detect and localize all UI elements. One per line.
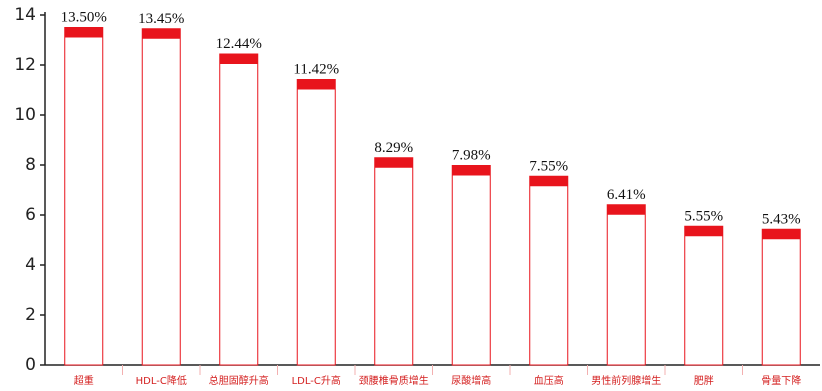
x-tick-label: 总胆固醇升高 <box>209 374 269 387</box>
x-tick-label: 血压高 <box>534 374 564 387</box>
value-label: 6.41% <box>607 187 646 203</box>
x-tick-label: 肥胖 <box>694 375 714 387</box>
bar-cap <box>452 165 491 176</box>
x-tick-label: LDL-C升高 <box>292 374 341 387</box>
bar-cap <box>684 226 723 237</box>
value-label: 13.45% <box>138 11 184 27</box>
y-tick-label: 0 <box>25 355 36 375</box>
x-tick-label: 骨量下降 <box>761 374 801 387</box>
bar <box>296 79 336 366</box>
bar-cap <box>64 27 103 38</box>
y-tick-label: 14 <box>14 5 36 25</box>
value-label: 5.55% <box>684 208 723 224</box>
bar-cap <box>142 28 181 39</box>
bar-cap <box>762 229 801 240</box>
value-label: 7.98% <box>452 148 491 164</box>
bar <box>374 157 414 366</box>
x-tick-label: 尿酸增高 <box>451 374 491 387</box>
bar <box>219 53 259 366</box>
bar <box>606 204 646 366</box>
y-tick-label: 8 <box>25 155 36 175</box>
bar <box>451 165 491 366</box>
y-tick-label: 6 <box>25 205 36 225</box>
value-label: 12.44% <box>216 36 262 52</box>
bar-cap <box>529 176 568 187</box>
x-tick-label: 超重 <box>74 374 94 387</box>
value-label: 8.29% <box>374 140 413 156</box>
bar <box>141 28 181 366</box>
x-tick-label: HDL-C降低 <box>136 374 187 387</box>
y-tick-label: 2 <box>25 305 36 325</box>
bar-cap <box>297 79 336 90</box>
y-tick-label: 4 <box>25 255 36 275</box>
x-tick-label: 颈腰椎骨质增生 <box>359 374 429 387</box>
bar-cap <box>607 204 646 215</box>
value-label: 5.43% <box>762 211 801 227</box>
value-label: 13.50% <box>61 10 107 26</box>
bar-cap <box>374 157 413 168</box>
value-label: 7.55% <box>529 158 568 174</box>
bar-cap <box>219 54 258 64</box>
y-tick-label: 10 <box>14 105 36 125</box>
y-tick-label: 12 <box>14 55 36 75</box>
bar <box>529 175 569 366</box>
value-label: 11.42% <box>293 62 339 78</box>
x-tick-label: 男性前列腺增生 <box>591 374 661 387</box>
bar <box>64 27 104 366</box>
bar <box>761 228 801 366</box>
bar <box>684 225 724 366</box>
